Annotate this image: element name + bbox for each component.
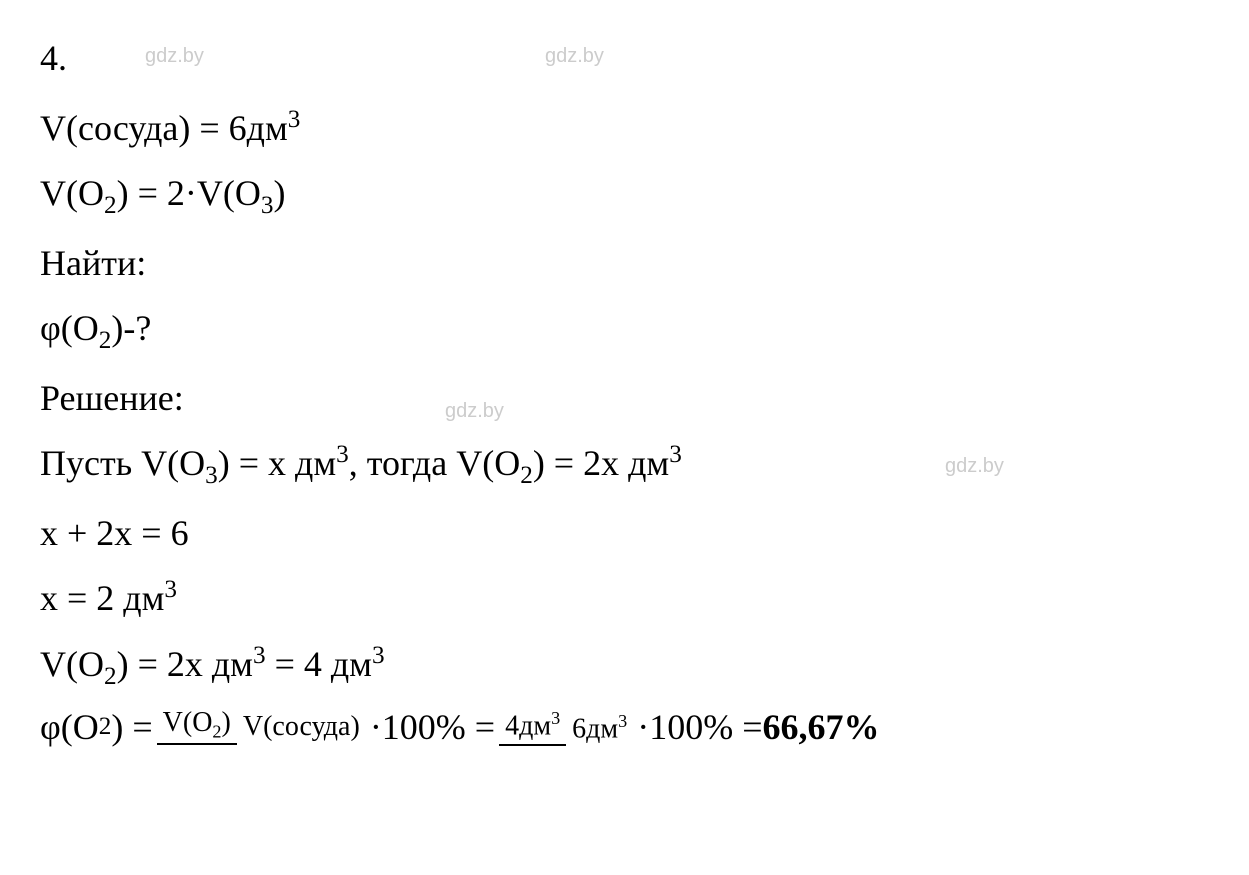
sol1-mid3: ) = 2х дм (533, 443, 669, 483)
given2-sub2: 3 (261, 192, 274, 219)
sol4-sup2: 3 (372, 642, 385, 669)
solution-line-3: х = 2 дм3 (40, 570, 1209, 628)
find-label: Найти: (40, 235, 1209, 293)
problem-number: 4. (40, 30, 1209, 88)
sol1-sub2: 2 (520, 463, 533, 490)
fraction-1: V(O2) V(сосуда) (157, 708, 366, 746)
sol3-pre: х = 2 дм (40, 578, 164, 618)
sol1-pre: Пусть V(O (40, 443, 205, 483)
given2-pre: V(O (40, 173, 104, 213)
final-pre: φ(O (40, 706, 99, 748)
solution-line-4: V(O2) = 2х дм3 = 4 дм3 (40, 636, 1209, 698)
given1-text: V(сосуда) = 6дм (40, 108, 288, 148)
sol4-sup1: 3 (253, 642, 266, 669)
sol4-pre: V(O (40, 644, 104, 684)
sol1-sup1: 3 (336, 441, 349, 468)
given-line-2: V(O2) = 2·V(O3) (40, 165, 1209, 227)
final-mid2: ·100% = (370, 706, 495, 748)
sol1-sub1: 3 (205, 463, 218, 490)
sol4-mid2: = 4 дм (266, 644, 372, 684)
frac1-denominator: V(сосуда) (237, 710, 366, 743)
frac2-den-sup: 3 (618, 711, 627, 731)
given2-sub1: 2 (104, 192, 117, 219)
sol1-mid1: ) = х дм (218, 443, 336, 483)
frac1-numerator: V(O2) (157, 708, 237, 746)
given-line-1: V(сосуда) = 6дм3 (40, 100, 1209, 158)
frac1-num-pre: V(O (163, 707, 213, 738)
given1-sup: 3 (288, 106, 301, 133)
final-mid3: ·100% = (637, 706, 762, 748)
final-answer-line: φ(O2) = V(O2) V(сосуда) ·100% = 4дм3 6дм… (40, 706, 1209, 748)
given2-end: ) (273, 173, 285, 213)
sol4-mid1: ) = 2х дм (117, 644, 253, 684)
find-end: )-? (111, 308, 151, 348)
final-answer-value: 66,67% (763, 706, 880, 748)
fraction-2: 4дм3 6дм3 (499, 708, 633, 746)
frac2-num-pre: 4дм (505, 710, 551, 741)
find-expression: φ(O2)-? (40, 300, 1209, 362)
frac2-denominator: 6дм3 (566, 709, 633, 745)
frac2-numerator: 4дм3 (499, 708, 566, 746)
sol3-sup: 3 (164, 576, 177, 603)
find-pre: φ(O (40, 308, 99, 348)
solution-line-2: х + 2х = 6 (40, 505, 1209, 563)
sol4-sub: 2 (104, 663, 117, 690)
frac1-num-sub: 2 (212, 721, 221, 741)
final-mid1: ) = (111, 706, 152, 748)
frac2-den-pre: 6дм (572, 713, 618, 744)
frac1-num-end: ) (222, 707, 231, 738)
final-sub: 2 (99, 713, 112, 741)
sol1-mid2: , тогда V(O (349, 443, 521, 483)
frac2-num-sup: 3 (551, 708, 560, 728)
solution-line-1: Пусть V(O3) = х дм3, тогда V(O2) = 2х дм… (40, 435, 1209, 497)
given2-mid: ) = 2·V(O (117, 173, 261, 213)
find-sub: 2 (99, 327, 112, 354)
solution-label: Решение: (40, 370, 1209, 428)
sol1-sup2: 3 (669, 441, 682, 468)
